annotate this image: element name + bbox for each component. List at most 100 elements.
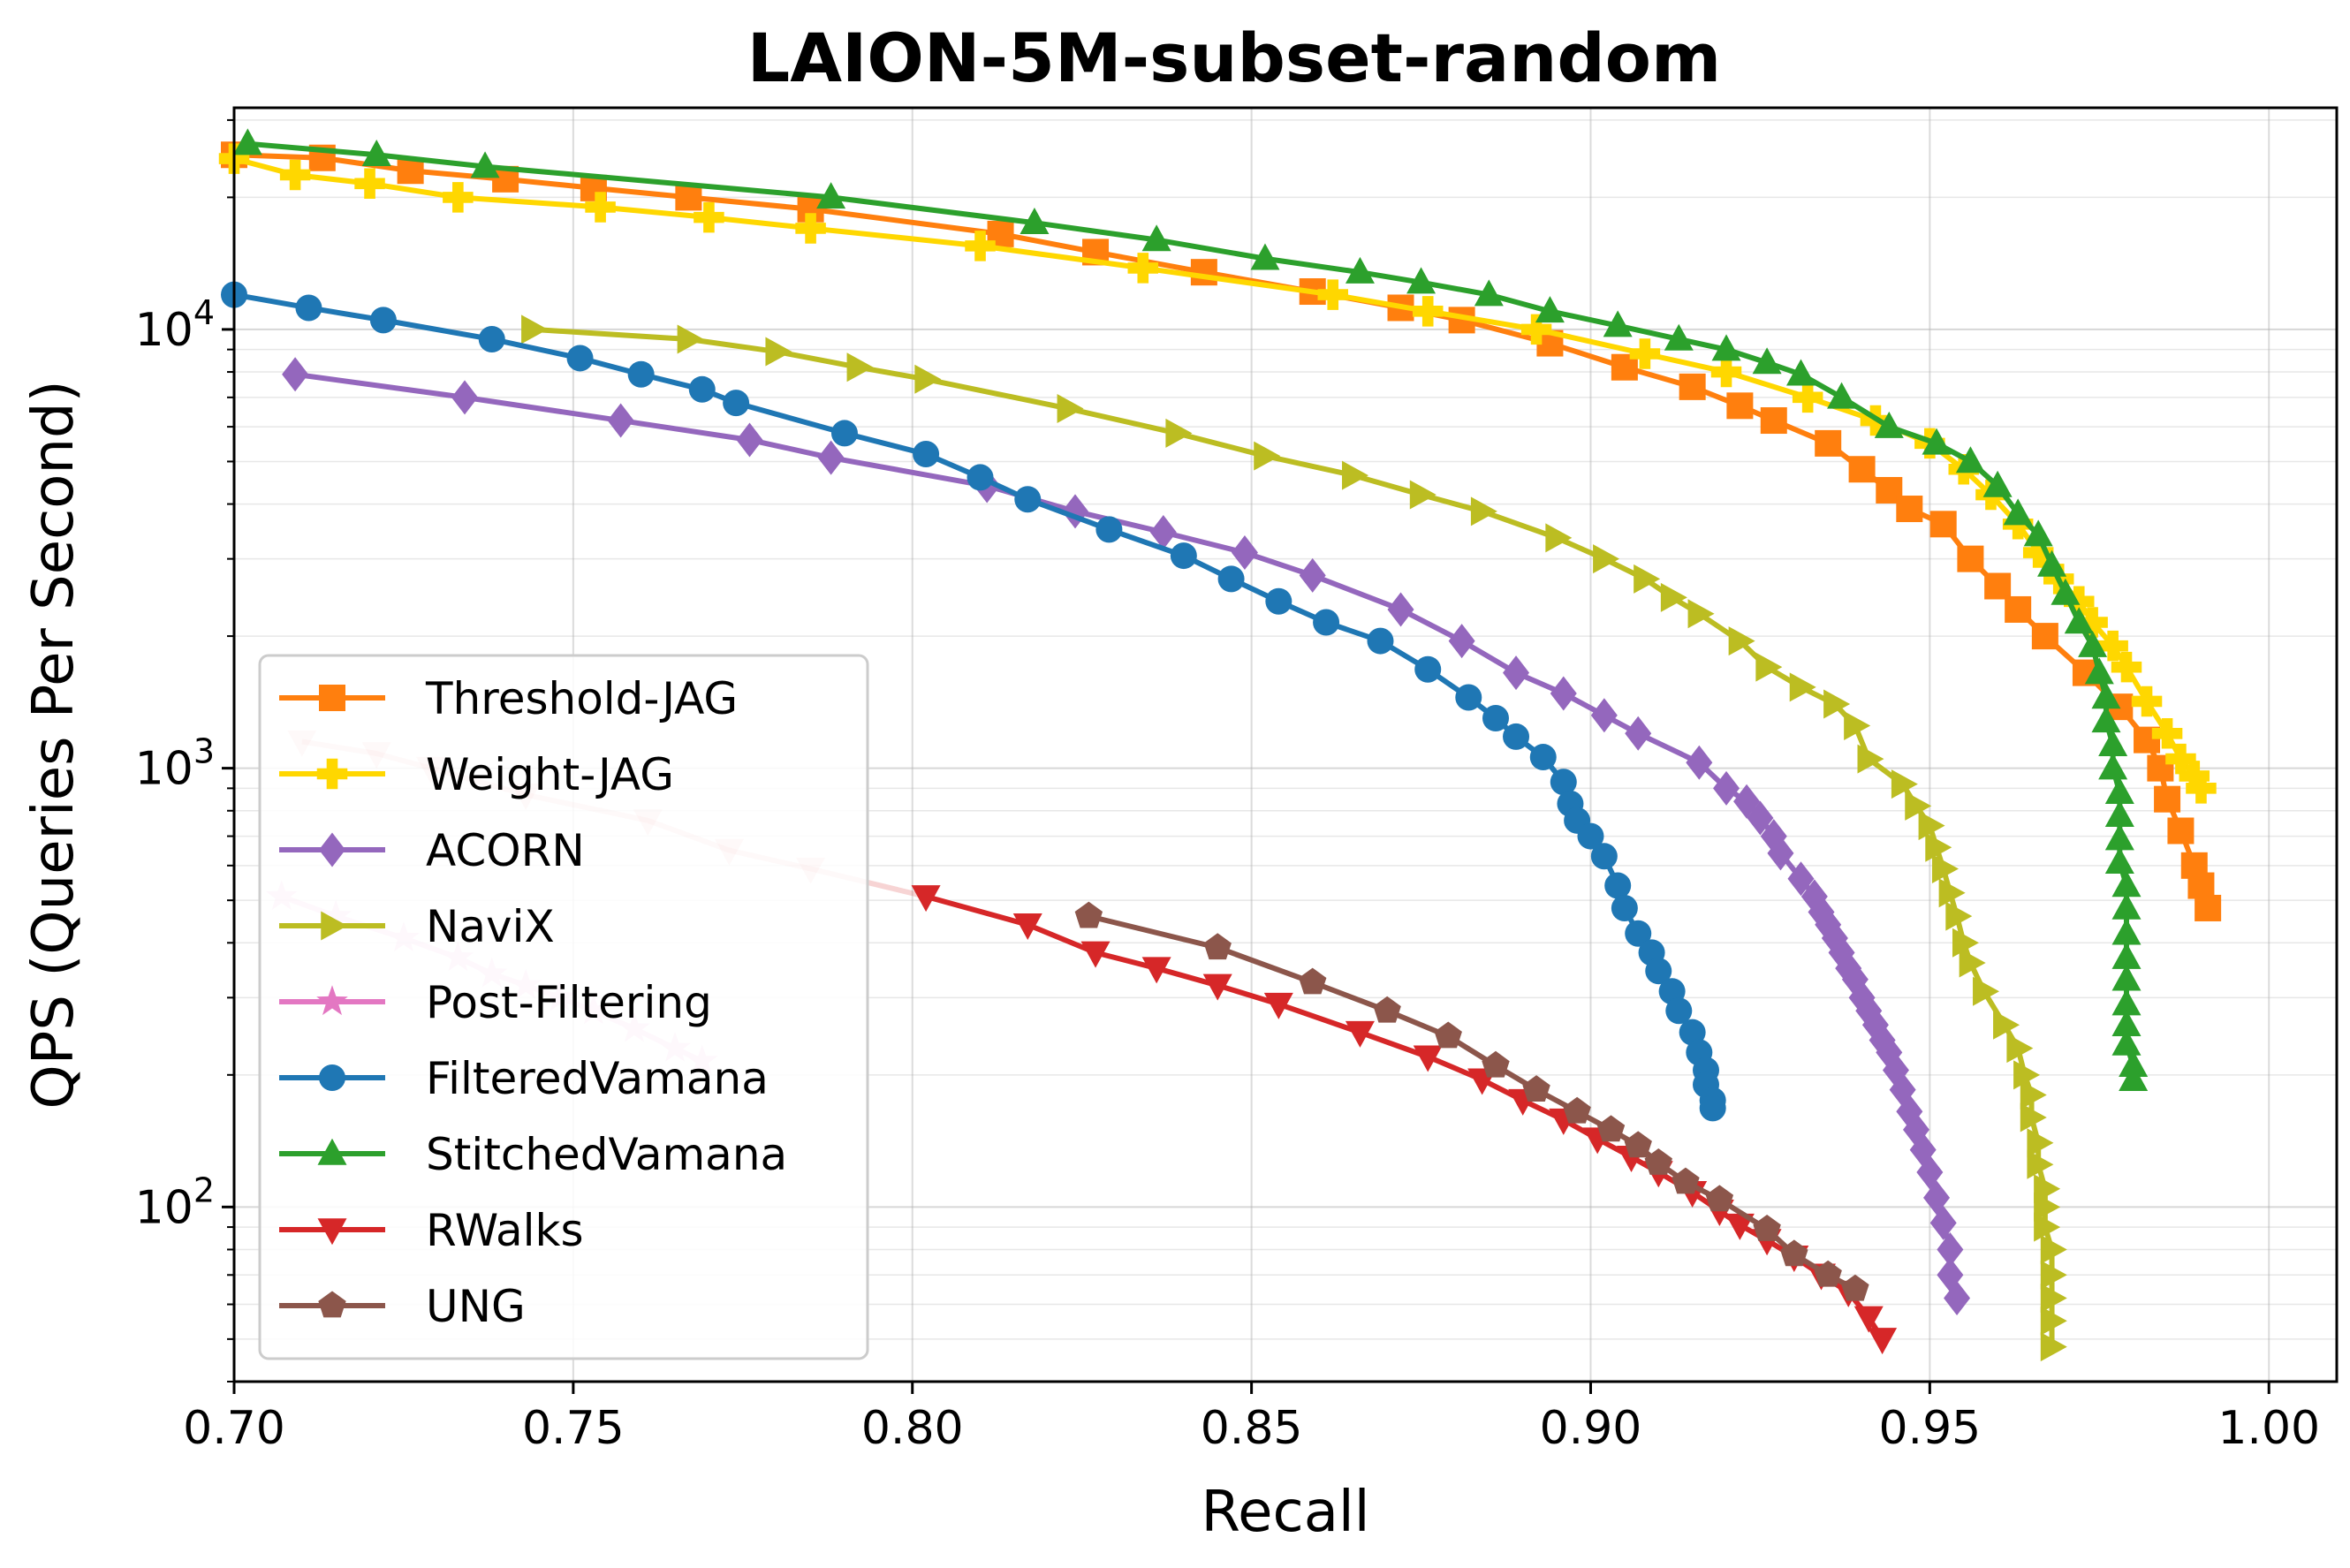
data-point-ung [1780, 1239, 1808, 1267]
data-point-ung [1522, 1075, 1550, 1102]
data-point-acorn [1929, 1205, 1957, 1240]
data-point-stitchedvamana [2111, 870, 2142, 898]
data-point-stitchedvamana [361, 140, 391, 167]
data-point-stitchedvamana [2111, 942, 2142, 969]
data-point-rwalks [1413, 1045, 1443, 1072]
data-point-filteredvamana [830, 420, 858, 447]
data-point-navix [2040, 1260, 2067, 1290]
legend-marker-ung [318, 1291, 346, 1318]
data-point-acorn [1231, 535, 1258, 571]
data-point-rwalks [911, 885, 941, 913]
x-tick-label: 0.95 [1878, 1402, 1981, 1455]
data-point-acorn [1387, 592, 1414, 627]
legend-marker-weight-jag [316, 758, 348, 790]
data-point-filteredvamana [688, 375, 716, 403]
legend-item-ung: UNG [279, 1281, 526, 1332]
data-point-threshold-jag [1929, 511, 1957, 538]
data-point-stitchedvamana [2051, 578, 2081, 605]
data-point-stitchedvamana [1141, 224, 1171, 252]
data-point-navix [1660, 582, 1687, 612]
data-point-filteredvamana [295, 294, 322, 322]
data-point-stitchedvamana [470, 151, 500, 178]
legend-item-acorn: ACORN [279, 825, 585, 876]
data-point-ung [1841, 1274, 1869, 1301]
data-point-navix [1918, 811, 1945, 841]
x-axis-label: Recall [1202, 1480, 1370, 1545]
data-point-ung [1644, 1148, 1672, 1175]
data-point-filteredvamana [1367, 627, 1394, 655]
data-point-navix [914, 364, 942, 394]
data-point-stitchedvamana [2084, 657, 2114, 685]
legend-label: ACORN [426, 825, 585, 876]
data-point-stitchedvamana [1827, 382, 1857, 409]
data-point-ung [1753, 1214, 1781, 1241]
data-point-stitchedvamana [1345, 256, 1375, 284]
data-point-threshold-jag [2167, 817, 2195, 845]
data-point-weight-jag [694, 201, 724, 233]
data-point-filteredvamana [566, 345, 594, 372]
data-point-filteredvamana [1625, 920, 1652, 947]
axes: 0.70 0.75 0.80 0.85 0.90 0.95 1.00 102 103 104 [135, 118, 2320, 1455]
data-point-ung [1203, 933, 1232, 960]
data-point-weight-jag [2064, 586, 2095, 617]
legend-box [258, 654, 869, 1360]
legend-marker-rwalks [317, 1218, 347, 1246]
data-point-filteredvamana [1414, 655, 1442, 683]
data-point-stitchedvamana [2119, 1050, 2149, 1078]
data-point-filteredvamana [1217, 565, 1245, 593]
data-point-filteredvamana [627, 360, 655, 388]
data-point-navix [1728, 626, 1755, 656]
legend-label: Post-Filtering [426, 977, 712, 1028]
data-point-stitchedvamana [2104, 799, 2134, 827]
data-point-navix [1823, 689, 1851, 719]
data-point-navix [2027, 1128, 2054, 1158]
legend-item-rwalks: RWalks [279, 1205, 584, 1256]
data-point-weight-jag [1317, 279, 1348, 310]
legend-item-post-filtering: Post-Filtering [279, 977, 712, 1028]
data-point-navix [1342, 460, 1369, 490]
data-point-acorn [1747, 800, 1774, 836]
data-point-ung [1705, 1185, 1734, 1212]
series-stitchedvamana [232, 128, 2149, 1092]
data-point-threshold-jag [1190, 259, 1217, 286]
data-point-stitchedvamana [232, 128, 262, 155]
data-point-filteredvamana [1014, 486, 1042, 513]
data-point-stitchedvamana [2111, 1028, 2142, 1056]
series-ung [1074, 901, 1869, 1301]
data-point-filteredvamana [1095, 516, 1123, 543]
data-point-threshold-jag [1679, 373, 1706, 400]
data-point-navix [2034, 1192, 2061, 1222]
data-point-threshold-jag [2195, 894, 2222, 921]
data-point-filteredvamana [1170, 542, 1197, 570]
data-point-acorn [1767, 836, 1794, 871]
data-point-navix [1931, 853, 1959, 883]
data-point-stitchedvamana [2111, 918, 2142, 945]
data-point-stitchedvamana [2091, 706, 2121, 733]
data-point-navix [1687, 599, 1715, 629]
data-point-ung [1373, 996, 1401, 1023]
data-point-stitchedvamana [1406, 267, 1437, 294]
data-point-navix [1789, 672, 1816, 702]
data-point-navix [1952, 928, 1979, 958]
data-point-navix [1755, 652, 1783, 682]
data-point-navix [1857, 744, 1884, 774]
data-point-navix [2040, 1306, 2067, 1336]
data-point-stitchedvamana [2104, 776, 2134, 804]
data-point-ung [1563, 1096, 1591, 1124]
data-point-stitchedvamana [1922, 428, 1952, 455]
data-point-navix [1545, 523, 1573, 553]
series-acorn [282, 357, 1971, 1315]
legend-items: Threshold-JAG Weight-JAG ACORN NaviX Post-Fi… [279, 673, 787, 1332]
series-navix [521, 314, 2067, 1362]
data-point-acorn [1944, 1280, 1971, 1315]
data-point-filteredvamana [1503, 723, 1530, 750]
data-point-weight-jag [354, 168, 385, 200]
legend-marker-stitchedvamana [317, 1138, 347, 1165]
data-point-weight-jag [2111, 651, 2142, 683]
data-point-weight-jag [1127, 253, 1159, 284]
legend-marker-threshold-jag [319, 685, 345, 711]
x-tick-label: 0.75 [522, 1402, 625, 1455]
data-point-threshold-jag [1815, 429, 1842, 457]
data-point-filteredvamana [1590, 843, 1618, 870]
data-point-ung [1434, 1021, 1462, 1049]
